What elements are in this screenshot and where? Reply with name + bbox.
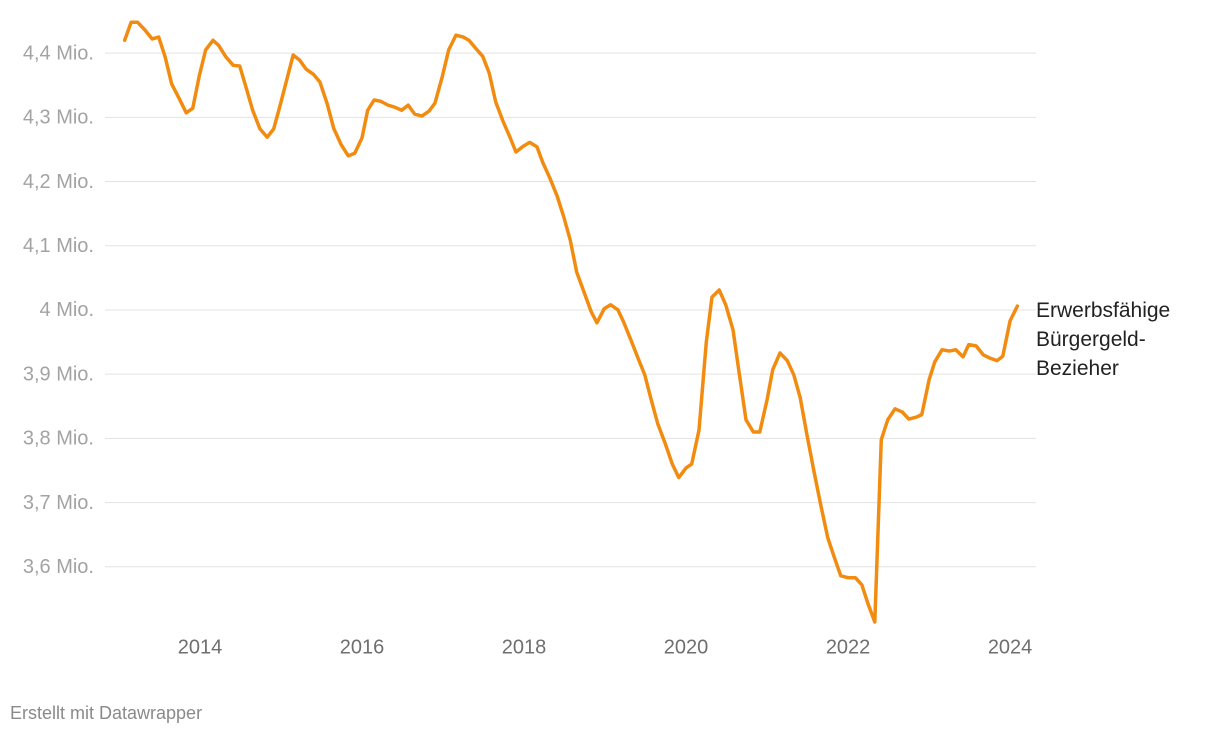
chart: 3,6 Mio. 3,7 Mio. 3,8 Mio. 3,9 Mio. 4 Mio. 4,…: [23, 20, 1036, 658]
series-line: [122, 20, 1020, 624]
x-tick-label: 2014: [178, 636, 223, 658]
y-tick-label: 3,6 Mio.: [23, 556, 94, 578]
x-tick-label: 2020: [664, 636, 709, 658]
y-tick-label: 4,3 Mio.: [23, 107, 94, 129]
y-tick-label: 4,4 Mio.: [23, 42, 94, 64]
y-tick-label: 4,2 Mio.: [23, 171, 94, 193]
x-tick-label: 2024: [988, 636, 1033, 658]
x-tick-label: 2022: [826, 636, 871, 658]
y-tick-label: 4 Mio.: [40, 299, 94, 321]
y-tick-label: 3,7 Mio.: [23, 492, 94, 514]
x-tick-label: 2016: [340, 636, 385, 658]
series-label: Erwerbsfähige Bürgergeld-Bezieher: [1036, 299, 1171, 380]
y-tick-label: 4,1 Mio.: [23, 235, 94, 257]
footer: Erstellt mit Datawrapper: [10, 703, 203, 723]
y-tick-label: 3,9 Mio.: [23, 363, 94, 385]
x-tick-label: 2018: [502, 636, 547, 658]
y-tick-label: 3,8 Mio.: [23, 428, 94, 450]
